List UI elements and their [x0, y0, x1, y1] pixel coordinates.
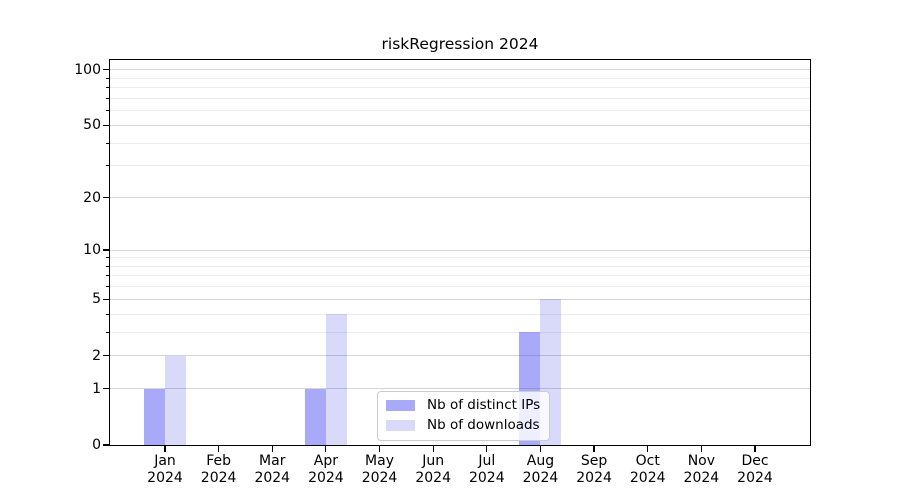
y-tick	[103, 444, 110, 446]
x-tick-label-sep: Sep 2024	[576, 453, 612, 486]
x-tick-label-oct: Oct 2024	[629, 453, 666, 486]
bar-layer	[110, 60, 810, 445]
legend-swatch-downloads	[386, 420, 415, 431]
gridline-minor	[110, 165, 810, 167]
y-tick	[103, 69, 110, 71]
gridline-major	[110, 355, 810, 357]
gridline-minor	[110, 313, 810, 315]
x-tick	[432, 446, 434, 452]
legend-label-downloads: Nb of downloads	[427, 417, 540, 433]
x-tick-label-jun: Jun 2024	[415, 453, 451, 486]
y-tick-label: 2	[92, 347, 101, 364]
gridline-major	[110, 124, 810, 126]
y-tick	[103, 249, 110, 251]
x-tick	[700, 446, 702, 452]
x-tick	[378, 446, 381, 452]
x-tick	[647, 446, 649, 452]
x-tick-label-apr: Apr 2024	[308, 453, 344, 486]
y-tick-minor	[106, 97, 110, 99]
legend-swatch-distinct-ips	[386, 400, 415, 411]
y-tick-label: 5	[92, 291, 101, 308]
y-tick-label: 10	[83, 242, 101, 259]
gridline-major	[110, 249, 810, 251]
y-tick-minor	[106, 110, 110, 112]
x-tick-label-nov: Nov 2024	[683, 453, 720, 486]
gridline-minor	[110, 286, 810, 288]
gridline-minor	[110, 265, 810, 267]
y-tick-minor	[106, 275, 110, 277]
x-tick-label-may: May 2024	[361, 453, 398, 486]
x-tick	[325, 446, 327, 452]
y-tick-minor	[106, 313, 110, 315]
gridline-minor	[110, 110, 810, 112]
x-tick-label-feb: Feb 2024	[200, 453, 237, 486]
gridline-major	[110, 197, 810, 198]
bar-downloads-apr	[325, 314, 347, 445]
gridline-minor	[110, 97, 810, 99]
plot-area: Nb of distinct IPs Nb of downloads	[109, 59, 811, 446]
y-tick-minor	[106, 257, 110, 259]
x-tick	[486, 446, 488, 452]
gridline-major	[110, 69, 810, 71]
y-tick-minor	[106, 331, 110, 333]
x-tick-label-jul: Jul 2024	[468, 453, 505, 486]
x-tick	[539, 446, 542, 452]
y-tick-minor	[106, 165, 110, 167]
legend-item-distinct-ips: Nb of distinct IPs	[386, 397, 540, 414]
y-tick-label: 50	[83, 117, 101, 134]
gridline-minor	[110, 87, 810, 89]
y-tick-minor	[106, 265, 110, 267]
x-tick-label-aug: Aug 2024	[522, 453, 559, 486]
x-tick-label-jan: Jan 2024	[147, 453, 183, 486]
gridline-minor	[110, 77, 810, 79]
y-tick-minor	[106, 87, 110, 89]
x-tick	[593, 446, 595, 452]
bar-downloads-jan	[165, 355, 186, 445]
y-tick	[103, 124, 110, 126]
y-tick	[103, 196, 110, 199]
legend-label-distinct-ips: Nb of distinct IPs	[427, 397, 541, 413]
y-tick	[103, 388, 110, 390]
grid-layer	[110, 60, 810, 445]
x-tick	[271, 446, 273, 452]
gridline-minor	[110, 257, 810, 259]
gridline-minor	[110, 275, 810, 277]
y-tick-minor	[106, 286, 110, 288]
y-tick-label: 1	[92, 380, 101, 397]
y-tick-label: 20	[83, 189, 101, 206]
x-tick-label-dec: Dec 2024	[737, 453, 773, 486]
gridline-minor	[110, 331, 810, 333]
bar-distinct-ips-apr	[304, 388, 326, 445]
y-tick-minor	[106, 142, 110, 144]
bar-distinct-ips-jan	[144, 388, 165, 445]
y-tick-minor	[106, 77, 110, 79]
gridline-minor	[110, 142, 810, 144]
x-tick	[218, 446, 220, 452]
x-tick	[164, 446, 166, 452]
y-tick-label: 0	[92, 437, 101, 453]
y-tick	[103, 298, 110, 300]
gridline-major	[110, 298, 810, 300]
gridline-major	[110, 388, 810, 390]
x-tick	[754, 446, 756, 452]
legend-item-downloads: Nb of downloads	[386, 417, 540, 434]
y-tick-label: 100	[74, 61, 101, 78]
y-tick	[103, 355, 110, 357]
legend: Nb of distinct IPs Nb of downloads	[377, 391, 551, 441]
x-tick-label-mar: Mar 2024	[254, 453, 291, 486]
chart-title: riskRegression 2024	[381, 35, 539, 53]
